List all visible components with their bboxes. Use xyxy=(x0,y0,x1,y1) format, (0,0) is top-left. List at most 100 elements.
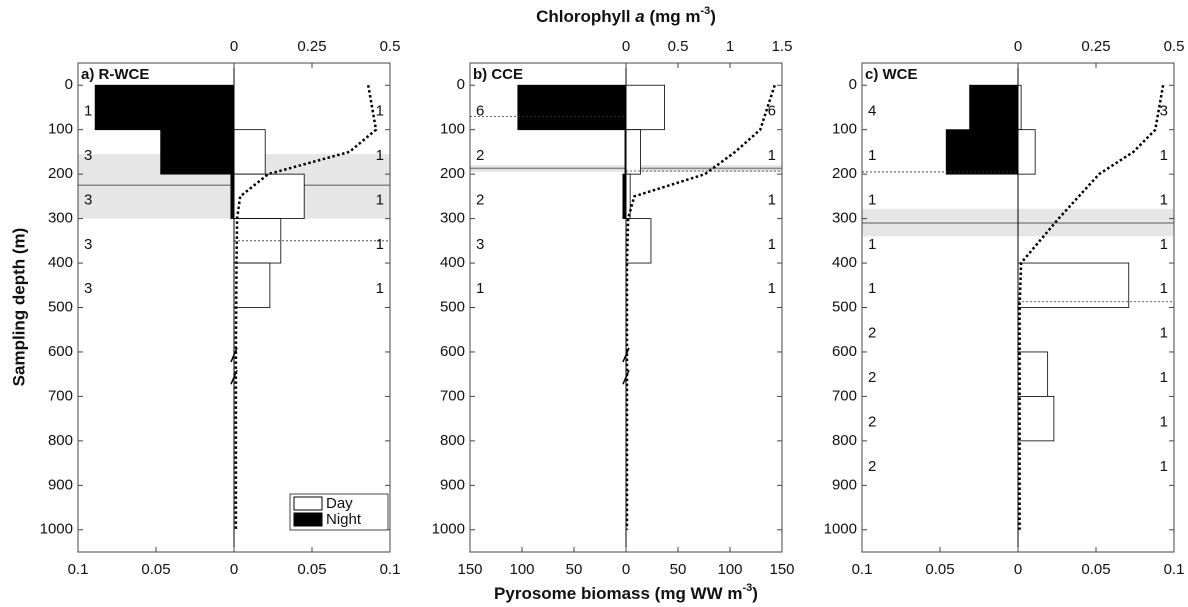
y-tick-label: 300 xyxy=(832,210,857,227)
day-bar xyxy=(233,173,305,219)
night-bar xyxy=(945,129,1019,175)
label-part: a xyxy=(635,7,644,26)
label-part: ) xyxy=(752,584,758,603)
legend-swatch xyxy=(293,496,323,511)
y-tick-label: 1000 xyxy=(432,521,465,538)
x2-tick-label: 0 xyxy=(1014,38,1022,55)
count-right: 1 xyxy=(1160,147,1168,164)
count-left: 3 xyxy=(476,236,484,253)
x-tick-label: 0.1 xyxy=(68,561,89,578)
panel-title: b) CCE xyxy=(473,66,523,83)
count-right: 1 xyxy=(376,236,384,253)
count-right: 1 xyxy=(768,280,776,297)
x-tick-label: 0 xyxy=(1014,561,1022,578)
count-right: 1 xyxy=(1160,191,1168,208)
count-left: 2 xyxy=(868,369,876,386)
y-tick-label: 400 xyxy=(440,254,465,271)
x2-tick-label: 0.5 xyxy=(668,38,689,55)
chlorophyll-profile xyxy=(625,84,776,530)
count-right: 1 xyxy=(768,236,776,253)
axis-break xyxy=(622,347,630,363)
x2-tick-label: 0.25 xyxy=(297,38,326,55)
day-bar xyxy=(1017,396,1055,442)
bottom-axis-label: Pyrosome biomass (mg WW m-3) xyxy=(494,582,758,604)
count-left: 3 xyxy=(84,280,92,297)
y-tick-label: 0 xyxy=(457,76,465,93)
y-axis-label: Sampling depth (m) xyxy=(9,228,28,387)
x-tick-label: 0 xyxy=(622,561,630,578)
y-tick-label: 700 xyxy=(832,387,857,404)
label-part: -3 xyxy=(742,582,752,594)
y-tick-label: 1000 xyxy=(40,521,73,538)
count-right: 3 xyxy=(1160,102,1168,119)
day-bar xyxy=(1017,262,1130,308)
y-tick-label: 300 xyxy=(440,210,465,227)
x-tick-label: 0.1 xyxy=(380,561,401,578)
y-tick-label: 900 xyxy=(48,476,73,493)
count-right: 1 xyxy=(768,191,776,208)
count-left: 2 xyxy=(476,147,484,164)
day-bar xyxy=(233,218,282,264)
x2-tick-label: 1 xyxy=(726,38,734,55)
count-right: 1 xyxy=(376,191,384,208)
y-tick-label: 300 xyxy=(48,210,73,227)
y-tick-label: 400 xyxy=(832,254,857,271)
y-tick-label: 600 xyxy=(832,343,857,360)
count-left: 2 xyxy=(476,191,484,208)
night-bar xyxy=(160,129,235,175)
x-tick-label: 0.05 xyxy=(925,561,954,578)
count-left: 1 xyxy=(868,147,876,164)
x-tick-label: 150 xyxy=(457,561,482,578)
y-tick-label: 800 xyxy=(832,432,857,449)
x-tick-label: 0.1 xyxy=(852,561,873,578)
night-bar xyxy=(969,84,1019,131)
axis-break xyxy=(230,347,238,363)
count-left: 2 xyxy=(868,325,876,342)
label-part: -3 xyxy=(700,5,710,17)
x2-tick-label: 0.5 xyxy=(1164,38,1185,55)
y-tick-label: 600 xyxy=(440,343,465,360)
count-right: 1 xyxy=(1160,280,1168,297)
y-tick-label: 100 xyxy=(440,121,465,138)
count-left: 3 xyxy=(84,147,92,164)
x2-tick-label: 0 xyxy=(230,38,238,55)
x-tick-label: 50 xyxy=(566,561,583,578)
x-tick-label: 150 xyxy=(769,561,794,578)
y-tick-label: 100 xyxy=(832,121,857,138)
y-tick-label: 500 xyxy=(832,298,857,315)
label-part: Pyrosome biomass (mg WW m xyxy=(494,584,742,603)
y-tick-label: 200 xyxy=(440,165,465,182)
day-bar xyxy=(625,218,652,264)
count-right: 6 xyxy=(768,102,776,119)
y-tick-label: 900 xyxy=(440,476,465,493)
count-right: 1 xyxy=(1160,325,1168,342)
x2-tick-label: 0 xyxy=(622,38,630,55)
axis-break xyxy=(622,369,630,385)
y-tick-label: 800 xyxy=(48,432,73,449)
count-left: 1 xyxy=(868,236,876,253)
y-tick-label: 0 xyxy=(849,76,857,93)
count-left: 1 xyxy=(476,280,484,297)
day-bar xyxy=(1017,129,1036,175)
legend-label: Night xyxy=(326,511,362,528)
x-tick-label: 0 xyxy=(230,561,238,578)
x-tick-label: 50 xyxy=(670,561,687,578)
x-tick-label: 0.1 xyxy=(1164,561,1185,578)
x-tick-label: 0.05 xyxy=(297,561,326,578)
label-part: Chlorophyll xyxy=(536,7,635,26)
count-left: 2 xyxy=(868,414,876,431)
panel-title: a) R-WCE xyxy=(81,66,149,83)
count-left: 3 xyxy=(84,236,92,253)
y-tick-label: 700 xyxy=(48,387,73,404)
count-left: 2 xyxy=(868,458,876,475)
y-tick-label: 500 xyxy=(440,298,465,315)
day-bar xyxy=(625,129,641,175)
count-right: 1 xyxy=(376,280,384,297)
day-bar xyxy=(233,129,266,175)
count-right: 1 xyxy=(376,102,384,119)
label-part: (mg m xyxy=(645,7,701,26)
day-bar xyxy=(233,262,271,308)
chlorophyll-profile xyxy=(1018,84,1165,530)
x-tick-label: 0.05 xyxy=(1081,561,1110,578)
